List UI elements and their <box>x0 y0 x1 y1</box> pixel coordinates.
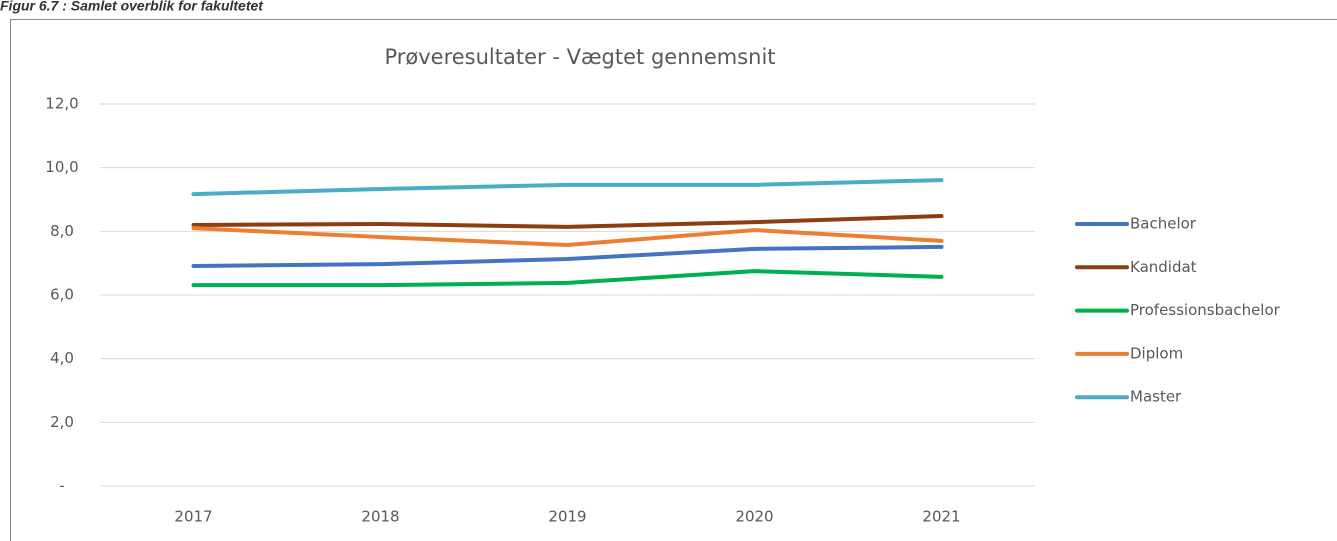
chart-title: Prøveresultater - Vægtet gennemsnit <box>384 45 775 69</box>
x-tick-label: 2018 <box>361 508 399 526</box>
series-line <box>191 269 944 288</box>
y-tick-label: 8,0 <box>50 222 74 240</box>
x-tick-label: 2020 <box>735 508 773 526</box>
x-tick-label: 2017 <box>174 508 212 526</box>
series-line <box>191 244 944 269</box>
legend-label: Bachelor <box>1130 215 1197 233</box>
legend-label: Professionsbachelor <box>1130 301 1281 319</box>
series-line <box>191 178 944 197</box>
legend-label: Kandidat <box>1130 258 1197 276</box>
caption: Figur 6.7 : Samlet overblik for fakultet… <box>0 0 264 14</box>
legend-label: Diplom <box>1130 344 1183 362</box>
y-tick-label: 2,0 <box>50 413 74 431</box>
series-line <box>191 214 944 229</box>
x-tick-label: 2021 <box>922 508 960 526</box>
y-tick-label: 4,0 <box>50 349 74 367</box>
chart-frame <box>10 19 1337 541</box>
y-tick-label: - <box>59 477 64 495</box>
legend-label: Master <box>1130 388 1182 406</box>
y-tick-label: 12,0 <box>45 95 78 113</box>
x-tick-label: 2019 <box>548 508 586 526</box>
y-tick-label: 10,0 <box>45 158 78 176</box>
series-line <box>191 226 944 248</box>
y-tick-label: 6,0 <box>50 286 74 304</box>
